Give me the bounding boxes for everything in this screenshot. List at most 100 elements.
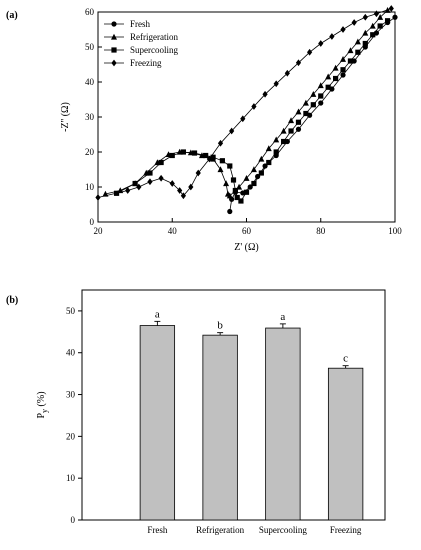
bar [139,325,176,521]
data-point [262,90,268,98]
data-point [169,180,175,187]
data-point [310,102,316,108]
y-tick-label: 20 [85,147,95,157]
data-point [340,56,347,62]
y-tick-label: 40 [66,348,76,358]
x-axis-label-a: Z' (Ω) [234,242,259,253]
data-point [288,128,294,134]
data-point [370,32,376,38]
data-point [177,187,183,194]
legend-label: Fresh [130,19,150,29]
data-point [180,192,186,200]
data-point [354,38,361,45]
data-point [273,149,279,155]
legend-marker [111,47,117,53]
data-point [303,110,309,117]
data-point [273,136,280,143]
data-point [310,91,317,97]
y-tick-label: 60 [85,7,95,17]
data-point [258,170,264,176]
legend-label: Supercooling [130,45,178,55]
y-tick-label: 50 [85,42,95,52]
significance-letter: b [217,320,223,332]
legend-marker [111,33,117,40]
data-point [158,174,164,182]
data-point [132,180,138,187]
data-point [347,47,354,54]
data-point [219,158,225,164]
legend-marker [111,59,117,67]
data-point [188,183,194,191]
x-tick-label: 40 [168,226,178,236]
data-point [195,169,201,177]
data-point [217,139,224,147]
data-point [265,145,272,152]
data-point [230,177,237,183]
data-point [377,14,384,20]
data-point [251,103,257,110]
data-point [258,155,265,162]
data-point [318,40,324,47]
data-point [340,26,346,33]
data-point [238,198,244,204]
data-point [227,208,233,215]
data-point [295,126,302,132]
data-point [240,115,246,123]
data-point [362,13,368,21]
bar-plot: 0 10 20 30 40 50 a Fresh b Refrigeration a Superco… [66,289,386,535]
x-tick-label: 100 [388,226,402,236]
y-tick-label: 50 [66,306,76,316]
y-tick-label: 30 [85,112,95,122]
data-point [217,166,224,173]
data-point [351,19,357,26]
data-point [206,155,212,163]
data-point [373,10,380,18]
data-point [347,58,354,64]
data-point [251,180,257,187]
data-point [295,108,302,115]
data-point [325,84,331,90]
legend: Fresh Refrigeration Supercooling Freezing [104,19,178,68]
impedance-plot: 20 40 60 80 100 0 10 20 30 40 50 60 Fresh Refrigerat… [85,5,402,236]
x-tick-label: 60 [242,226,252,236]
data-point [203,152,209,159]
data-point [229,127,235,135]
data-point [226,192,233,199]
data-point [210,154,216,160]
data-point [243,189,250,195]
series-freezing [95,5,394,201]
data-point [169,152,175,159]
y-tick-label: 10 [66,473,76,483]
data-point [369,22,376,29]
data-point [136,183,142,191]
y-tick-label: 40 [85,77,95,87]
data-point [280,127,287,134]
data-point [318,93,324,99]
data-point [227,163,233,169]
significance-letter: a [155,308,160,320]
data-point [317,82,324,89]
data-point [325,73,332,80]
y-tick-label: 30 [66,390,76,400]
significance-letter: a [280,311,285,323]
data-point [362,40,368,47]
data-point [243,175,250,181]
data-point [355,49,361,55]
y-axis-label-sub: y [40,409,49,413]
legend-marker [111,21,117,27]
data-point [392,14,398,20]
data-point [284,69,290,77]
data-point [266,159,272,166]
bar [265,327,301,521]
data-point [125,187,131,194]
data-point [191,150,198,156]
legend-label: Freezing [130,58,162,68]
data-point [250,166,257,173]
y-tick-label: 0 [90,217,95,227]
bar [202,334,238,521]
data-point [232,187,238,194]
data-point [147,170,153,176]
legend-label: Refrigeration [130,32,178,42]
data-point [234,194,240,201]
